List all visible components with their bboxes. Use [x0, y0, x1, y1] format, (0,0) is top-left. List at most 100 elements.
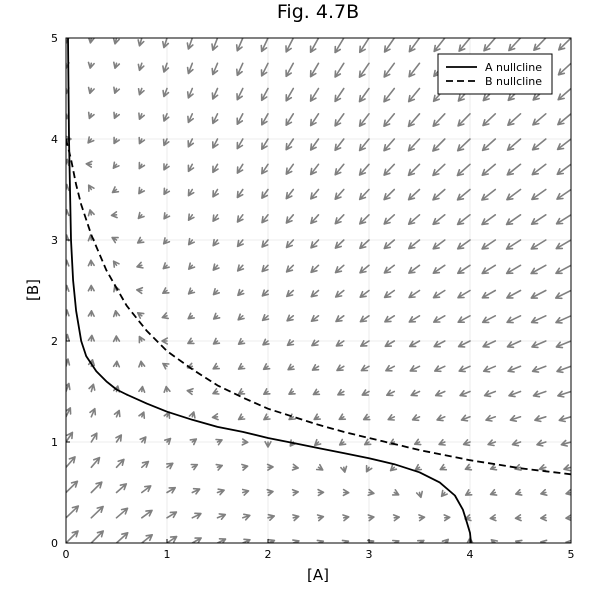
field-arrow	[137, 62, 145, 72]
field-arrow	[88, 383, 96, 393]
field-arrow	[138, 411, 146, 419]
field-arrow	[87, 259, 95, 267]
field-arrow	[383, 38, 396, 53]
field-arrow	[136, 236, 145, 244]
field-arrow	[505, 214, 522, 226]
field-arrow	[489, 463, 498, 471]
field-arrow	[443, 514, 451, 522]
field-arrow	[261, 239, 269, 248]
field-arrow	[137, 87, 145, 96]
field-arrow	[186, 387, 194, 396]
field-arrow	[531, 163, 547, 176]
field-arrow	[113, 136, 120, 145]
field-arrow	[162, 237, 171, 245]
field-arrow	[363, 438, 372, 446]
field-arrow	[389, 464, 398, 472]
field-arrow	[383, 214, 396, 225]
field-arrow	[506, 188, 522, 201]
field-arrow	[261, 214, 269, 224]
field-arrow	[414, 463, 423, 471]
field-arrow	[565, 488, 571, 496]
field-arrow	[162, 113, 170, 122]
field-arrow	[456, 239, 471, 250]
field-arrow	[408, 62, 421, 78]
field-arrow	[90, 456, 101, 469]
field-arrow	[237, 337, 246, 345]
field-arrow	[66, 480, 79, 494]
field-arrow	[66, 456, 76, 469]
field-arrow	[507, 113, 522, 126]
field-arrow	[141, 460, 150, 469]
field-arrow	[309, 87, 320, 102]
field-arrow	[113, 409, 121, 418]
field-arrow	[236, 188, 244, 199]
field-arrow	[338, 413, 347, 421]
field-arrow	[187, 163, 195, 173]
field-arrow	[507, 365, 522, 373]
field-arrow	[459, 390, 471, 397]
field-arrow	[555, 315, 571, 324]
vector-field	[66, 38, 571, 543]
field-arrow	[359, 264, 370, 274]
field-arrow	[334, 163, 345, 176]
field-arrow	[215, 438, 223, 446]
field-arrow	[532, 113, 547, 126]
field-arrow	[558, 415, 571, 423]
x-tick-label: 0	[63, 548, 70, 561]
field-arrow	[309, 62, 320, 78]
field-arrow	[556, 188, 571, 200]
field-arrow	[460, 414, 471, 422]
field-arrow	[66, 358, 71, 368]
field-arrow	[508, 38, 522, 52]
field-arrow	[441, 538, 449, 543]
field-arrow	[113, 111, 120, 120]
field-arrow	[66, 407, 72, 418]
x-tick-label: 3	[366, 548, 373, 561]
field-arrow	[334, 289, 345, 298]
field-arrow	[212, 163, 219, 174]
x-axis-label: [A]	[307, 566, 329, 584]
field-arrow	[490, 539, 499, 543]
field-arrow	[112, 310, 121, 318]
field-arrow	[342, 488, 350, 497]
field-arrow	[432, 289, 446, 299]
field-arrow	[285, 113, 295, 126]
field-arrow	[508, 390, 522, 398]
field-arrow	[342, 514, 350, 522]
field-arrow	[334, 113, 345, 127]
field-arrow	[87, 86, 95, 95]
field-arrow	[212, 138, 219, 149]
field-arrow	[506, 138, 522, 151]
field-arrow	[334, 264, 345, 274]
field-arrow	[90, 432, 98, 443]
field-arrow	[66, 530, 79, 543]
field-arrow	[187, 312, 195, 320]
field-arrow	[557, 87, 571, 101]
field-arrow	[260, 87, 269, 102]
field-arrow	[138, 360, 146, 368]
field-arrow	[367, 488, 375, 497]
field-arrow	[456, 188, 471, 201]
field-arrow	[187, 287, 196, 295]
field-arrow	[555, 264, 571, 275]
field-arrow	[462, 439, 471, 447]
field-arrow	[187, 337, 195, 345]
field-arrow	[261, 188, 269, 199]
field-arrow	[407, 188, 421, 201]
field-arrow	[358, 138, 370, 152]
field-arrow	[359, 214, 370, 225]
field-arrow	[482, 340, 497, 348]
field-arrow	[432, 239, 446, 250]
field-arrow	[261, 138, 269, 150]
field-arrow	[367, 514, 375, 522]
field-arrow	[311, 339, 320, 347]
field-arrow	[235, 38, 244, 52]
field-arrow	[489, 488, 498, 496]
field-arrow	[457, 315, 471, 323]
field-arrow	[187, 213, 195, 221]
field-arrow	[555, 214, 571, 225]
field-arrow	[85, 160, 93, 168]
field-arrow	[456, 163, 471, 177]
field-arrow	[260, 38, 269, 53]
